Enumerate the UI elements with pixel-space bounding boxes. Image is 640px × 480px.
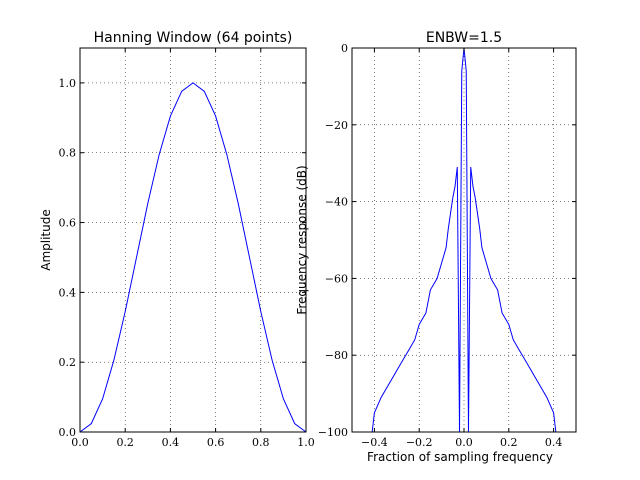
- hanning-y-tick-label: 0.0: [59, 426, 77, 439]
- hanning-x-tick-label: 0.6: [207, 436, 225, 449]
- frequency-y-axis-label: Frequency response (dB): [295, 165, 309, 314]
- frequency-title: ENBW=1.5: [426, 30, 502, 46]
- hanning-y-tick-label: 0.6: [59, 217, 77, 230]
- hanning-ticks: 0.0 0.2 0.4 0.6 0.8 1.0 0.0 0.2 0.4 0.6 0.8 1.0: [59, 48, 315, 449]
- frequency-ticks: −0.4 −0.2 0.0 0.2 0.4 −100 −80 −60 −40 −20 0: [318, 42, 576, 449]
- hanning-series-line: [79, 82, 307, 433]
- hanning-y-tick-label: 1.0: [59, 77, 77, 90]
- frequency-x-tick-label: 0.4: [545, 436, 563, 449]
- hanning-y-axis-label: Amplitude: [39, 209, 53, 271]
- hanning-x-tick-label: 0.8: [252, 436, 270, 449]
- hanning-plot-lines: [79, 82, 307, 433]
- frequency-x-axis-label: Fraction of sampling frequency: [367, 450, 553, 464]
- frequency-x-tick-label: 0.0: [455, 436, 473, 449]
- hanning-axes-frame: [79, 47, 307, 433]
- hanning-y-tick-label: 0.8: [59, 147, 77, 160]
- frequency-response-panel: −0.4 −0.2 0.0 0.2 0.4 −100 −80 −60 −40 −20 0 ENBW=…: [295, 30, 577, 464]
- hanning-x-tick-label: 0.4: [162, 436, 180, 449]
- frequency-x-tick-label: 0.2: [500, 436, 518, 449]
- hanning-window-panel: 0.0 0.2 0.4 0.6 0.8 1.0 0.0 0.2 0.4 0.6 0.8 1.0 Han…: [39, 30, 315, 449]
- hanning-x-tick-label: 0.2: [116, 436, 134, 449]
- frequency-y-tick-label: 0: [341, 42, 348, 55]
- hanning-title: Hanning Window (64 points): [94, 30, 293, 46]
- hanning-x-tick-label: 0.0: [71, 436, 89, 449]
- frequency-y-tick-label: −80: [325, 349, 348, 362]
- hanning-y-tick-label: 0.4: [59, 286, 77, 299]
- frequency-y-tick-label: −40: [325, 196, 348, 209]
- hanning-x-tick-label: 1.0: [297, 436, 315, 449]
- frequency-x-tick-label: −0.4: [361, 436, 388, 449]
- frequency-y-tick-label: −60: [325, 272, 348, 285]
- frequency-y-tick-label: −20: [325, 119, 348, 132]
- frequency-x-tick-label: −0.2: [406, 436, 433, 449]
- frequency-y-tick-label: −100: [318, 426, 348, 439]
- hanning-y-tick-label: 0.2: [59, 356, 77, 369]
